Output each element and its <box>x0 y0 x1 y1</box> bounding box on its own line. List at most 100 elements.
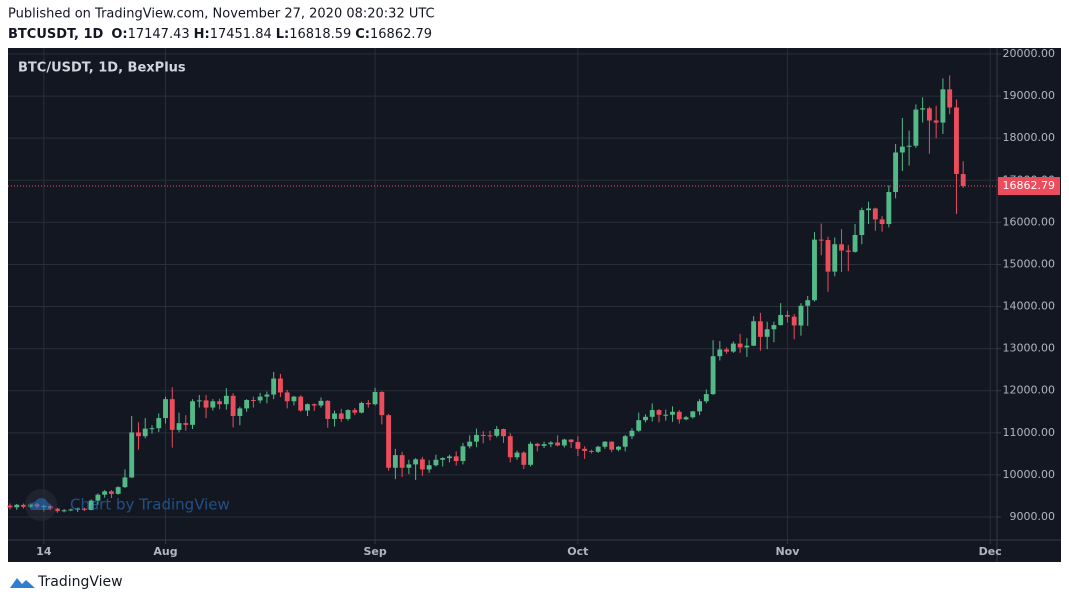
footer-logo <box>10 578 35 588</box>
candle-body <box>250 399 256 401</box>
candle-body <box>298 396 304 411</box>
candle-body <box>352 410 358 413</box>
candle-body <box>440 458 446 460</box>
watermark: Chart by TradingView <box>25 489 230 521</box>
candle-body <box>217 401 223 405</box>
candle-body <box>940 89 946 123</box>
candle-body <box>237 408 243 416</box>
candle-body <box>812 239 817 301</box>
ohlc-value: 16818.59 <box>289 27 351 42</box>
ohlc-value: 16862.79 <box>370 27 432 42</box>
ohlc-label: O: <box>111 27 127 42</box>
candle-body <box>622 436 628 447</box>
candle-body <box>203 400 209 408</box>
y-tick-label: 14000.00 <box>1003 300 1056 313</box>
candle-body <box>176 423 182 430</box>
candle-body <box>521 452 527 465</box>
candle-body <box>926 108 932 121</box>
y-tick-label: 16000.00 <box>1003 215 1056 228</box>
candle-body <box>839 244 844 251</box>
x-tick-label: 14 <box>36 545 52 558</box>
candle-body <box>332 413 337 419</box>
ohlc-line: BTCUSDT, 1D O:17147.43 H:17451.84 L:16818.5… <box>8 27 432 42</box>
candle-body <box>724 349 730 352</box>
candle-body <box>406 464 412 468</box>
candle-body <box>474 434 479 442</box>
chart-legend: BTC/USDT, 1D, BexPlus <box>18 61 186 76</box>
candle-body <box>690 411 696 418</box>
x-tick-label: Aug <box>153 545 177 558</box>
candle-body <box>359 402 364 413</box>
symbol: BTCUSDT, 1D <box>8 27 104 42</box>
candle-body <box>825 240 831 272</box>
candle-body <box>230 395 236 416</box>
candle-body <box>906 145 912 147</box>
y-tick-label: 20000.00 <box>1003 47 1056 60</box>
candle-body <box>818 239 824 241</box>
last-price-badge <box>998 177 1060 196</box>
candle-body <box>798 305 804 326</box>
candle-body <box>129 432 135 478</box>
candle-body <box>149 428 155 430</box>
candle-body <box>453 456 459 462</box>
candle-body <box>284 392 290 402</box>
candle-body <box>305 404 310 411</box>
candle-body <box>392 455 398 468</box>
ohlc-value: 17147.43 <box>128 27 190 42</box>
candle-body <box>805 300 811 306</box>
watermark-text: Chart by TradingView <box>70 496 230 514</box>
candle-body <box>568 439 574 443</box>
candle-body <box>575 442 581 449</box>
candle-body <box>190 401 195 425</box>
candle-body <box>142 428 148 437</box>
candle-body <box>954 107 959 174</box>
candles <box>7 75 997 513</box>
candle-body <box>636 420 642 431</box>
candle-body <box>676 411 682 420</box>
candle-body <box>879 219 885 225</box>
candle-body <box>338 413 344 419</box>
grid <box>8 48 997 540</box>
footer-brand: TradingView <box>37 574 123 590</box>
candle-body <box>588 450 594 452</box>
y-tick-label: 11000.00 <box>1003 426 1056 439</box>
candle-body <box>920 108 926 110</box>
candle-body <box>845 250 851 252</box>
candle-body <box>183 423 189 425</box>
candle-body <box>372 391 378 405</box>
candle-body <box>311 404 317 406</box>
candle-body <box>751 321 757 346</box>
candle-body <box>548 442 554 445</box>
candle-body <box>399 455 405 468</box>
x-tick-label: Dec <box>979 545 1002 558</box>
candle-body <box>379 391 385 416</box>
y-tick-label: 9000.00 <box>1010 510 1056 523</box>
candle-body <box>291 396 297 402</box>
candle-body <box>541 444 547 446</box>
candle-body <box>737 343 743 348</box>
candle-body <box>14 504 20 508</box>
candle-body <box>480 434 486 436</box>
candle-body <box>244 399 250 409</box>
ohlc-label: C: <box>355 27 370 42</box>
candle-body <box>683 417 689 420</box>
candle-body <box>318 400 324 406</box>
candle-body <box>528 443 533 465</box>
candle-body <box>467 441 473 447</box>
candle-body <box>75 508 81 510</box>
candle-body <box>582 448 588 451</box>
candle-body <box>785 314 790 317</box>
candle-body <box>54 508 60 512</box>
candle-body <box>609 441 615 450</box>
candle-body <box>325 400 331 419</box>
candle-body <box>68 509 74 511</box>
y-tick-label: 18000.00 <box>1003 131 1056 144</box>
ohlc-label: L: <box>276 27 289 42</box>
y-tick-label: 15000.00 <box>1003 257 1056 270</box>
candle-body <box>156 418 162 429</box>
candle-body <box>163 399 168 419</box>
candle-body <box>616 446 621 450</box>
candle-body <box>602 441 608 447</box>
candle-body <box>514 452 520 458</box>
y-tick-label: 13000.00 <box>1003 342 1056 355</box>
